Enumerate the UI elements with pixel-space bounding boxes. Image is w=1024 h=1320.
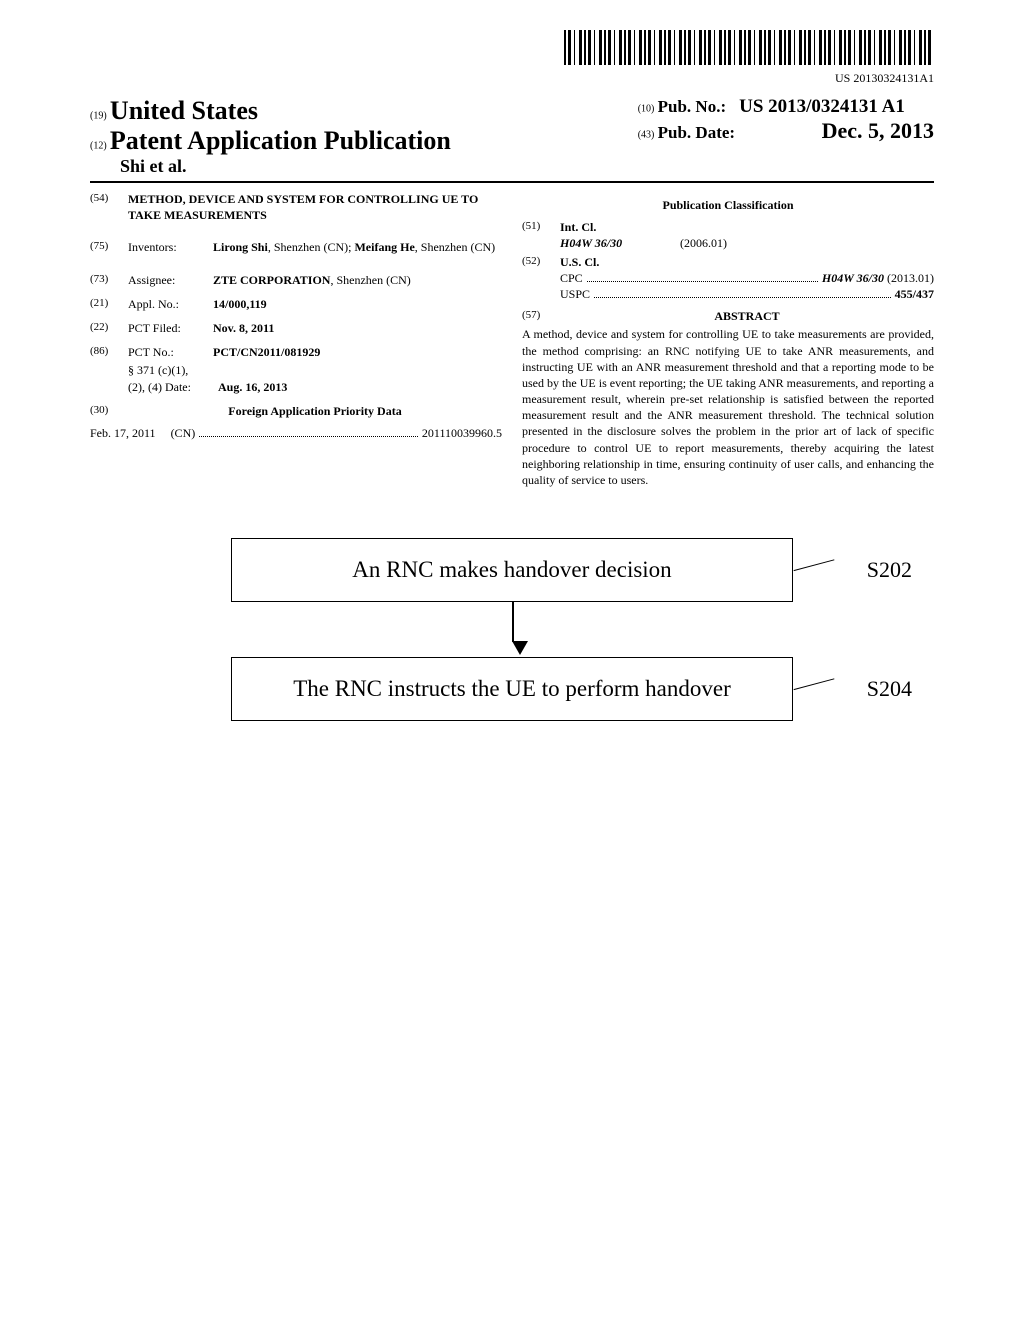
assignee-name: ZTE CORPORATION xyxy=(213,273,330,287)
barcode-graphic xyxy=(564,30,934,65)
foreign-date-val: Feb. 17, 2011 xyxy=(90,426,156,440)
country-name: United States xyxy=(110,96,258,125)
applno-code: (21) xyxy=(90,296,128,312)
foreign-code: (30) xyxy=(90,403,128,419)
cpc-date: (2013.01) xyxy=(884,271,934,285)
inventor-1-loc: , Shenzhen (CN); xyxy=(268,240,355,254)
inventor-2-loc: , Shenzhen (CN) xyxy=(415,240,495,254)
cpc-value: H04W 36/30 (2013.01) xyxy=(822,270,934,286)
foreign-country: (CN) xyxy=(171,426,196,440)
uscl-code: (52) xyxy=(522,254,560,270)
assignee-loc: , Shenzhen (CN) xyxy=(330,273,410,287)
publication-number: US 2013/0324131 A1 xyxy=(739,96,905,117)
flowchart: An RNC makes handover decision S202 The … xyxy=(172,538,852,721)
title-code: (54) xyxy=(90,191,128,223)
applno-label: Appl. No.: xyxy=(128,296,213,312)
abstract-code: (57) xyxy=(522,308,560,324)
flowchart-connector-1 xyxy=(794,560,837,581)
flowchart-box-2: The RNC instructs the UE to perform hand… xyxy=(231,657,793,721)
intcl-date: (2006.01) xyxy=(680,235,727,251)
header-left: (19) United States (12) Patent Applicati… xyxy=(90,96,451,177)
abstract-heading: ABSTRACT xyxy=(560,308,934,324)
sect371-label: § 371 (c)(1), xyxy=(128,362,502,378)
barcode-block: US 20130324131A1 xyxy=(90,30,934,86)
uspc-value: 455/437 xyxy=(895,286,934,302)
foreign-priority-row: Feb. 17, 2011 (CN) 201110039960.5 xyxy=(90,425,502,441)
intcl-class: H04W 36/30 xyxy=(560,235,680,251)
inventors-code: (75) xyxy=(90,239,128,255)
intcl-code: (51) xyxy=(522,219,560,235)
foreign-heading: Foreign Application Priority Data xyxy=(128,403,502,419)
foreign-number: 201110039960.5 xyxy=(422,425,502,441)
sect371-date-label: (2), (4) Date: xyxy=(128,379,218,395)
flowchart-label-2: S204 xyxy=(867,676,912,702)
classification-heading: Publication Classification xyxy=(522,197,934,213)
pctno-label: PCT No.: xyxy=(128,344,213,360)
publication-date: Dec. 5, 2013 xyxy=(822,118,934,143)
pctfiled-value: Nov. 8, 2011 xyxy=(213,320,502,336)
pctfiled-code: (22) xyxy=(90,320,128,336)
inventor-2: Meifang He xyxy=(354,240,414,254)
foreign-date: Feb. 17, 2011 (CN) xyxy=(90,425,195,441)
uscl-label: U.S. Cl. xyxy=(560,254,934,270)
intcl-label: Int. Cl. xyxy=(560,219,934,235)
abstract-text: A method, device and system for controll… xyxy=(522,326,934,488)
barcode-text: US 20130324131A1 xyxy=(90,71,934,86)
pubtype-code: (12) xyxy=(90,141,107,152)
pctno-code: (86) xyxy=(90,344,128,360)
inventor-1: Lirong Shi xyxy=(213,240,268,254)
flowchart-connector-2 xyxy=(794,679,837,700)
pubno-code: (10) xyxy=(638,104,655,115)
pctfiled-label: PCT Filed: xyxy=(128,320,213,336)
country-code: (19) xyxy=(90,111,107,122)
right-column: Publication Classification (51) Int. Cl.… xyxy=(522,191,934,488)
cpc-label: CPC xyxy=(560,270,583,286)
pubdate-code: (43) xyxy=(638,130,655,141)
flowchart-box-1-text: An RNC makes handover decision xyxy=(352,557,671,582)
inventors-label: Inventors: xyxy=(128,239,213,255)
sect371-date-value: Aug. 16, 2013 xyxy=(218,379,502,395)
author-name: Shi et al. xyxy=(120,156,187,176)
pctno-value: PCT/CN2011/081929 xyxy=(213,344,502,360)
pubno-label: Pub. No.: xyxy=(658,97,726,116)
pubdate-label: Pub. Date: xyxy=(658,123,735,142)
flowchart-box-1: An RNC makes handover decision S202 xyxy=(231,538,793,602)
header-row: (19) United States (12) Patent Applicati… xyxy=(90,96,934,177)
header-right: (10) Pub. No.: US 2013/0324131 A1 (43) P… xyxy=(638,96,934,144)
left-column: (54) METHOD, DEVICE AND SYSTEM FOR CONTR… xyxy=(90,191,502,488)
inventors-value: Lirong Shi, Shenzhen (CN); Meifang He, S… xyxy=(213,239,502,255)
publication-type: Patent Application Publication xyxy=(110,126,451,155)
flowchart-box-2-text: The RNC instructs the UE to perform hand… xyxy=(293,676,731,701)
assignee-code: (73) xyxy=(90,272,128,288)
flowchart-label-1: S202 xyxy=(867,557,912,583)
applno-value: 14/000,119 xyxy=(213,296,502,312)
uspc-label: USPC xyxy=(560,286,590,302)
assignee-value: ZTE CORPORATION, Shenzhen (CN) xyxy=(213,272,502,288)
invention-title: METHOD, DEVICE AND SYSTEM FOR CONTROLLIN… xyxy=(128,191,502,223)
assignee-label: Assignee: xyxy=(128,272,213,288)
content-columns: (54) METHOD, DEVICE AND SYSTEM FOR CONTR… xyxy=(90,191,934,488)
divider-rule xyxy=(90,181,934,183)
cpc-class: H04W 36/30 xyxy=(822,271,884,285)
